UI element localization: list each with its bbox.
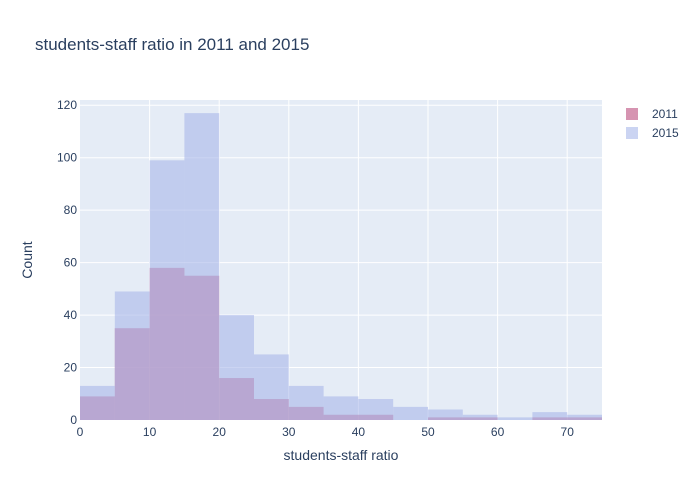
bar-2015[interactable] xyxy=(149,160,185,420)
y-tick-label: 100 xyxy=(57,151,77,165)
legend-item-2011[interactable]: 2011 xyxy=(626,107,678,121)
axis-ticks: 0 20 40 60 80 100 120 0 10 20 30 40 50 60 70 xyxy=(57,98,574,439)
y-tick-label: 80 xyxy=(64,203,78,217)
bar-2015[interactable] xyxy=(462,414,498,420)
bar-2015[interactable] xyxy=(288,385,324,420)
x-tick-label: 70 xyxy=(561,425,575,439)
bar-2015[interactable] xyxy=(219,315,254,420)
legend[interactable]: 2011 2015 xyxy=(626,107,679,140)
x-tick-label: 50 xyxy=(421,425,435,439)
legend-item-2015[interactable]: 2015 xyxy=(626,126,679,140)
bar-2015[interactable] xyxy=(532,412,568,420)
x-tick-label: 40 xyxy=(352,425,366,439)
legend-swatch xyxy=(626,127,638,139)
bar-2015[interactable] xyxy=(428,409,463,420)
bar-2015[interactable] xyxy=(497,417,533,420)
bar-2015[interactable] xyxy=(184,113,220,421)
y-tick-label: 0 xyxy=(70,413,77,427)
y-tick-label: 20 xyxy=(64,361,78,375)
x-tick-label: 10 xyxy=(143,425,157,439)
y-tick-label: 120 xyxy=(57,98,77,112)
bars xyxy=(80,113,602,421)
x-tick-label: 20 xyxy=(213,425,227,439)
bar-2015[interactable] xyxy=(358,399,394,420)
legend-label: 2011 xyxy=(652,107,678,121)
chart-title: students-staff ratio in 2011 and 2015 xyxy=(35,35,309,54)
y-axis-label: Count xyxy=(19,241,35,278)
x-axis-label: students-staff ratio xyxy=(284,447,399,463)
legend-swatch xyxy=(626,108,638,120)
bar-2015[interactable] xyxy=(393,406,428,420)
legend-label: 2015 xyxy=(652,126,679,140)
x-tick-label: 0 xyxy=(77,425,84,439)
bar-2015[interactable] xyxy=(567,414,602,420)
x-tick-label: 30 xyxy=(282,425,296,439)
bar-2015[interactable] xyxy=(114,291,150,420)
x-tick-label: 60 xyxy=(491,425,505,439)
bar-2015[interactable] xyxy=(254,354,289,420)
bar-2015[interactable] xyxy=(323,396,359,420)
series-2015 xyxy=(80,113,602,421)
y-tick-label: 40 xyxy=(64,308,78,322)
bar-2015[interactable] xyxy=(80,385,115,420)
y-tick-label: 60 xyxy=(64,256,78,270)
